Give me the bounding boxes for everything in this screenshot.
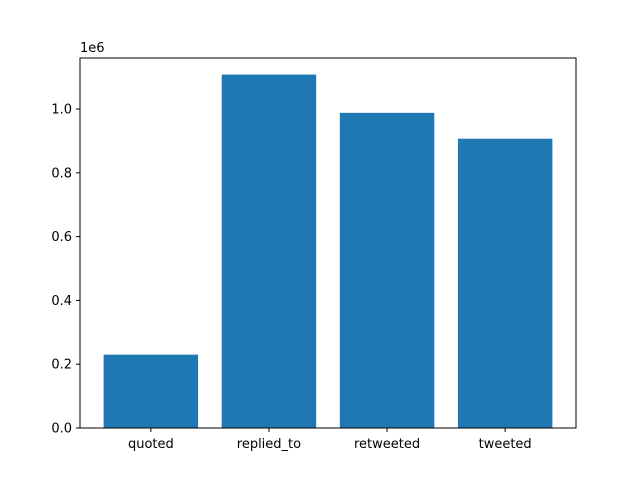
y-tick-label: 0.2: [51, 358, 72, 373]
y-axis-ticks: 0.0 0.2 0.4 0.6 0.8 1.0: [51, 103, 80, 437]
y-tick-label: 1.0: [51, 103, 72, 118]
x-tick-label: quoted: [128, 437, 174, 452]
bar-quoted: [103, 354, 199, 428]
y-tick-label: 0.0: [51, 422, 72, 437]
plot-area-frame: [79, 57, 577, 429]
x-tick-label: tweeted: [479, 437, 532, 452]
y-tick-label: 0.4: [51, 294, 72, 309]
bar-tweeted: [457, 138, 553, 428]
x-tick-label: retweeted: [354, 437, 420, 452]
bar-retweeted: [339, 112, 435, 429]
bar-replied-to: [221, 74, 317, 428]
bars-group: [103, 74, 553, 429]
x-axis-ticks: quoted replied_to retweeted tweeted: [128, 428, 532, 452]
y-axis-offset-label: 1e6: [80, 41, 105, 56]
y-tick-label: 0.8: [51, 166, 72, 181]
x-tick-label: replied_to: [237, 437, 301, 452]
y-tick-label: 0.6: [51, 230, 72, 245]
